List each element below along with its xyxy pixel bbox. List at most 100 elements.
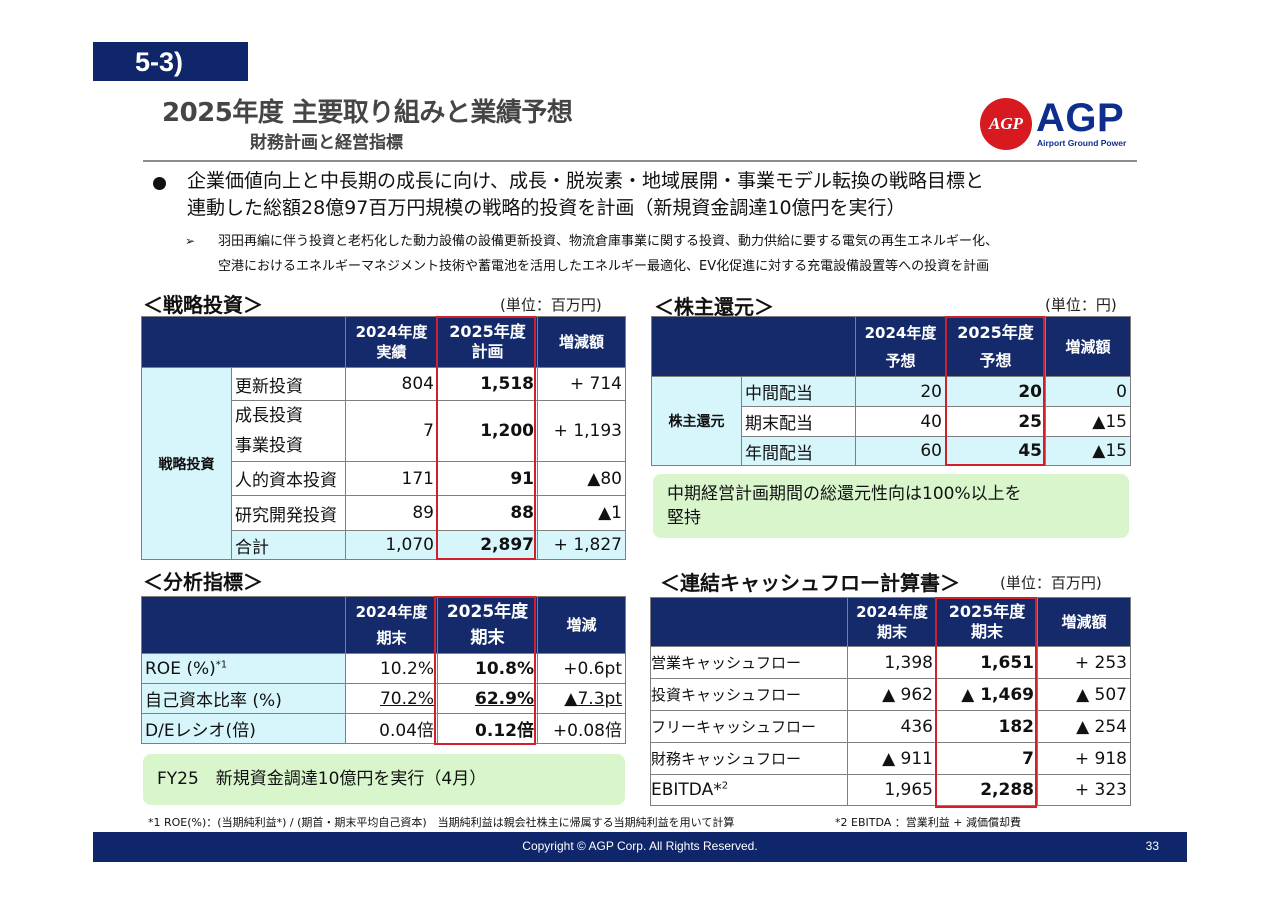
- cell-diff: ▲7.3pt: [537, 683, 626, 714]
- row-label: 成長投資 事業投資: [231, 400, 346, 462]
- col-2024: 2024年度 期末: [345, 596, 438, 654]
- row-label: ROE (%)*1: [141, 653, 346, 684]
- shareholder-note-line1: 中期経営計画期間の総還元性向は100%以上を: [667, 484, 1022, 504]
- total-2024: 1,070: [345, 530, 438, 560]
- main-bullet-line2: 連動した総額28億97百万円規模の戦略的投資を計画（新規資金調達10億円を実行）: [187, 197, 906, 219]
- main-bullet-text: 企業価値向上と中長期の成長に向け、成長・脱炭素・地域展開・事業モデル転換の戦略目…: [187, 168, 1147, 222]
- cell-2024: 1,398: [847, 646, 937, 679]
- cell-2024: 60: [855, 436, 946, 466]
- sub-bullet-text: 羽田再編に伴う投資と老朽化した動力設備の設備更新投資、物流倉庫事業に関する投資、…: [218, 229, 1143, 279]
- row-label: 中間配当: [741, 376, 856, 407]
- agp-logo-mark: AGP: [980, 98, 1032, 150]
- agp-logo: AGP AGP Airport Ground Power: [980, 96, 1138, 154]
- col-2024: 2024年度 実績: [345, 316, 438, 368]
- copyright: Copyright © AGP Corp. All Rights Reserve…: [522, 839, 758, 853]
- footer-bar: Copyright © AGP Corp. All Rights Reserve…: [93, 832, 1187, 862]
- total-2025: 2,897: [437, 530, 538, 560]
- cell-diff: 0: [1045, 376, 1131, 407]
- cell-2025: ▲ 1,469: [936, 678, 1038, 711]
- page-number: 33: [1145, 839, 1159, 853]
- header-blank: [650, 597, 848, 647]
- cell-diff: ▲1: [537, 495, 626, 531]
- cell-2025: 10.8%: [437, 653, 538, 684]
- cell-diff: + 323: [1037, 774, 1131, 806]
- cashflow-unit: (単位：百万円): [1000, 574, 1102, 592]
- col-2025: 2025年度 予想: [945, 316, 1046, 377]
- cell-2025: 0.12倍: [437, 713, 538, 744]
- sub-bullet-line1: 羽田再編に伴う投資と老朽化した動力設備の設備更新投資、物流倉庫事業に関する投資、…: [218, 234, 999, 249]
- col-2024: 2024年度 予想: [855, 316, 946, 377]
- sub-bullet-line2: 空港におけるエネルギーマネジメント技術や蓄電池を活用したエネルギー最適化、EV化…: [218, 259, 990, 274]
- shareholder-note-line2: 堅持: [667, 508, 701, 528]
- cell-diff: + 918: [1037, 742, 1131, 775]
- cell-diff: ▲15: [1045, 436, 1131, 466]
- cell-2024: ▲ 962: [847, 678, 937, 711]
- cell-diff: ▲ 254: [1037, 710, 1131, 743]
- agp-logo-tagline: Airport Ground Power: [1037, 138, 1127, 148]
- cell-diff: ▲15: [1045, 406, 1131, 437]
- cashflow-table: 2024年度 期末 2025年度 期末 増減額 営業キャッシュフロー 1,398 1…: [650, 597, 1131, 806]
- row-label: 営業キャッシュフロー: [650, 646, 848, 679]
- strategic-unit: (単位：百万円): [500, 296, 602, 314]
- footnote-roe: *1 ROE(%)：(当期純利益*) / (期首・期末平均自己資本) 当期純利益…: [148, 816, 735, 829]
- analysis-note: FY25 新規資金調達10億円を実行（4月）: [143, 754, 625, 805]
- header-blank: [651, 316, 856, 377]
- bullet-dot-icon: [153, 177, 166, 190]
- header-blank: [141, 316, 346, 368]
- cell-diff: +0.08倍: [537, 713, 626, 744]
- cell-2024: 20: [855, 376, 946, 407]
- analysis-table: 2024年度 期末 2025年度 期末 増減 ROE (%)*1 10.2% 10.…: [141, 596, 626, 744]
- cell-2025: 1,651: [936, 646, 1038, 679]
- col-2025: 2025年度 期末: [936, 597, 1038, 647]
- row-label: 期末配当: [741, 406, 856, 437]
- cell-2024: 89: [345, 495, 438, 531]
- col-diff: 増減額: [1045, 316, 1131, 377]
- main-bullet-line1: 企業価値向上と中長期の成長に向け、成長・脱炭素・地域展開・事業モデル転換の戦略目…: [187, 170, 985, 192]
- cell-2025: 91: [437, 461, 538, 496]
- analysis-heading: ＜分析指標＞: [143, 570, 263, 594]
- cell-2025: 182: [936, 710, 1038, 743]
- cell-diff: ▲80: [537, 461, 626, 496]
- cell-2024: 1,965: [847, 774, 937, 806]
- shareholder-table: 2024年度 予想 2025年度 予想 増減額 株主還元 中間配当 20 20 0 …: [651, 316, 1131, 466]
- cashflow-heading: ＜連結キャッシュフロー計算書＞: [660, 571, 960, 595]
- agp-logo-text: AGP: [1036, 96, 1125, 140]
- col-2024: 2024年度 期末: [847, 597, 937, 647]
- row-label: EBITDA*2: [650, 774, 848, 806]
- cell-diff: + 1,193: [537, 400, 626, 462]
- cell-diff: ▲ 507: [1037, 678, 1131, 711]
- cell-2025: 2,288: [936, 774, 1038, 806]
- analysis-note-text: FY25 新規資金調達10億円を実行（4月）: [157, 769, 487, 789]
- col-diff: 増減額: [1037, 597, 1131, 647]
- cell-diff: + 714: [537, 367, 626, 401]
- strategic-heading: ＜戦略投資＞: [143, 293, 263, 317]
- page-title: 2025年度 主要取り組みと業績予想: [162, 98, 573, 128]
- row-label: 投資キャッシュフロー: [650, 678, 848, 711]
- cell-2025: 1,518: [437, 367, 538, 401]
- row-label: 自己資本比率 (%): [141, 683, 346, 714]
- total-label: 合計: [231, 530, 346, 560]
- total-diff: + 1,827: [537, 530, 626, 560]
- page-subtitle: 財務計画と経営指標: [250, 133, 403, 153]
- cell-diff: +0.6pt: [537, 653, 626, 684]
- cell-2024: ▲ 911: [847, 742, 937, 775]
- row-label: 財務キャッシュフロー: [650, 742, 848, 775]
- col-diff: 増減: [537, 596, 626, 654]
- section-number: 5-3): [93, 42, 248, 81]
- footnote-ebitda: *2 EBITDA ：営業利益 + 減価償却費: [835, 816, 1021, 829]
- strategic-table: 2024年度 実績 2025年度 計画 増減額 戦略投資 更新投資 804 1,51…: [141, 316, 626, 560]
- title-divider: [143, 160, 1137, 162]
- row-label: 研究開発投資: [231, 495, 346, 531]
- cell-2025: 45: [945, 436, 1046, 466]
- row-category: 戦略投資: [141, 367, 232, 560]
- cell-2024: 804: [345, 367, 438, 401]
- header-blank: [141, 596, 346, 654]
- cell-2024: 436: [847, 710, 937, 743]
- row-label: D/Eレシオ(倍): [141, 713, 346, 744]
- cell-2024: 10.2%: [345, 653, 438, 684]
- cell-2024: 70.2%: [345, 683, 438, 714]
- cell-diff: + 253: [1037, 646, 1131, 679]
- shareholder-unit: (単位：円): [1045, 296, 1117, 314]
- shareholder-heading: ＜株主還元＞: [654, 295, 774, 319]
- row-label: 年間配当: [741, 436, 856, 466]
